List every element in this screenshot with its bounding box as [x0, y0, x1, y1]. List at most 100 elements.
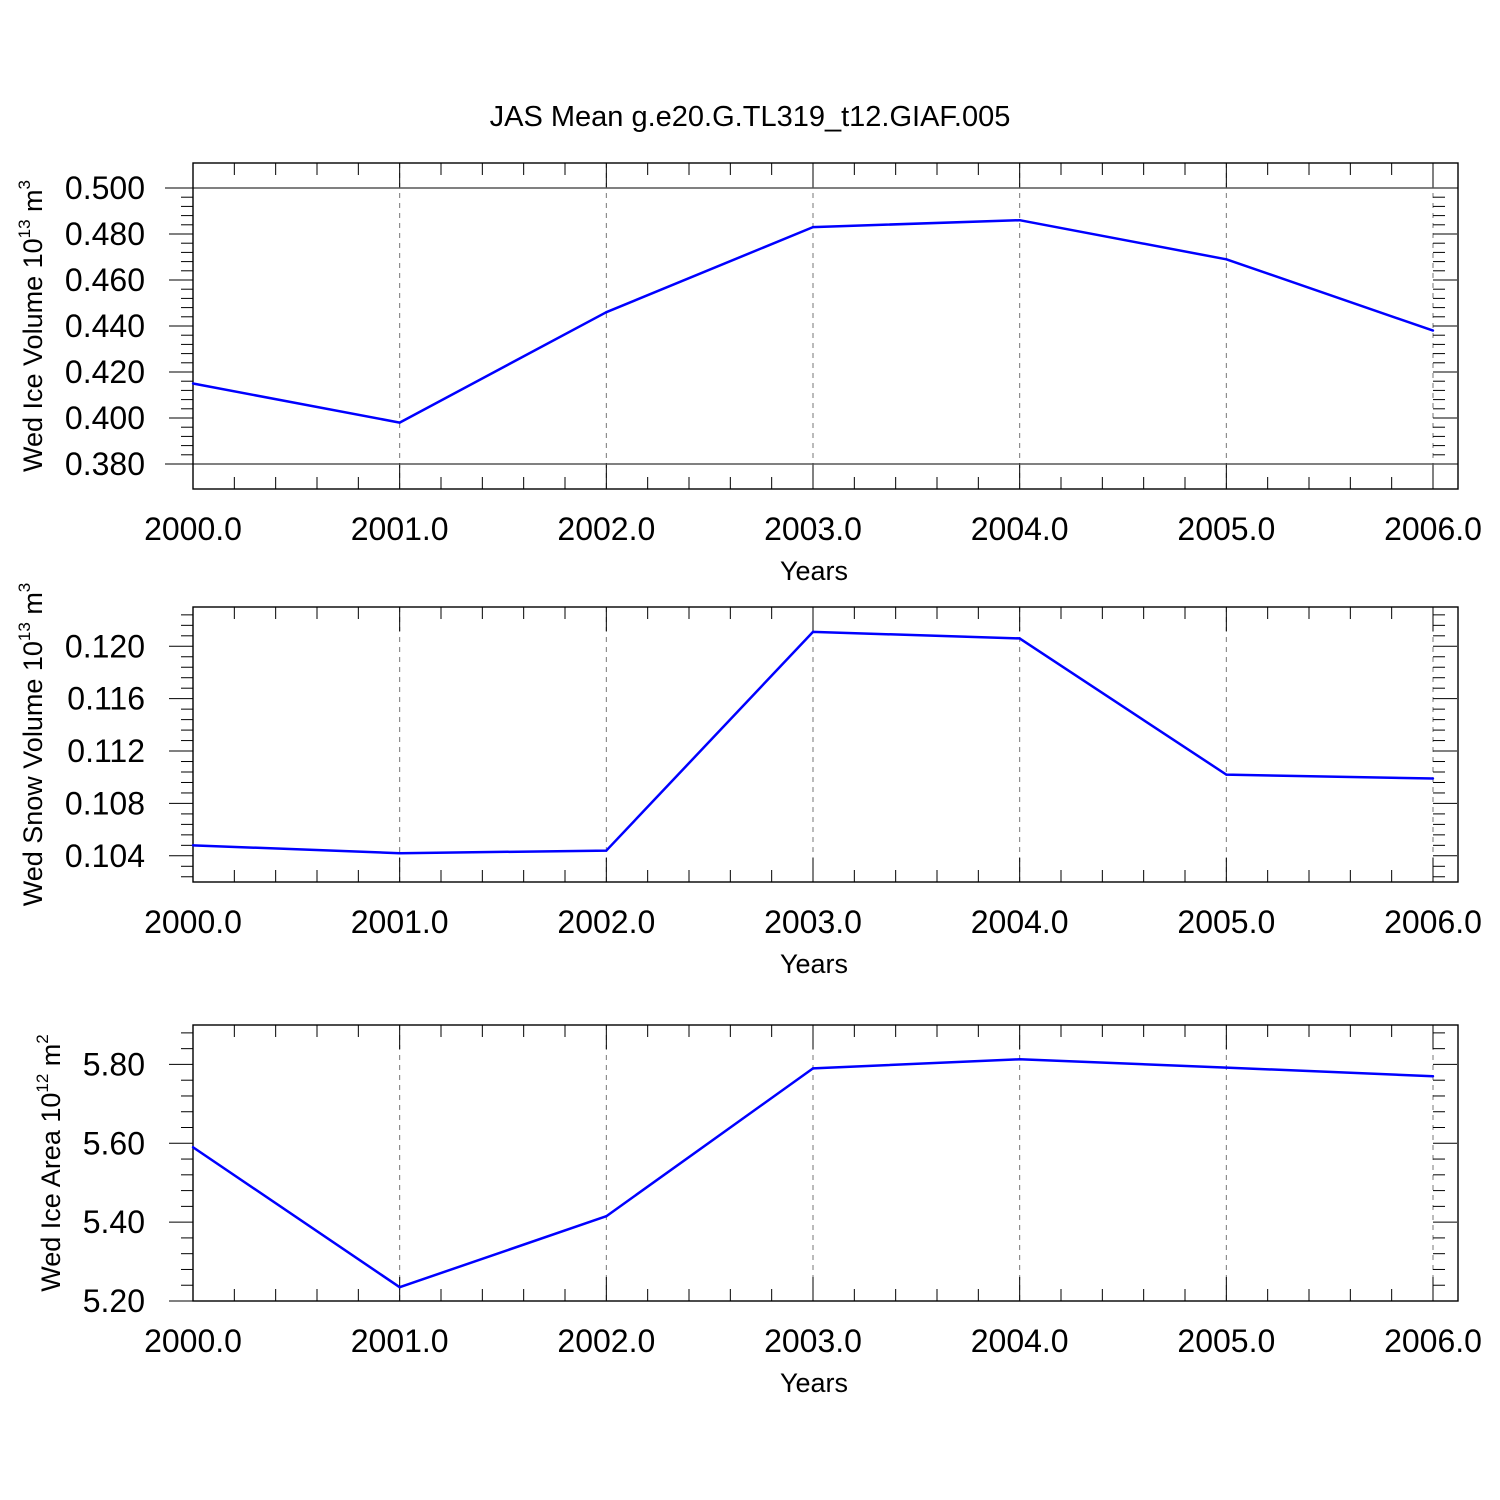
y-axis-label-main: Wed Ice Area 10	[36, 1093, 66, 1292]
y-tick-label: 0.500	[65, 170, 145, 206]
x-tick-label: 2001.0	[351, 511, 449, 547]
y-axis-label-unit-exp: 3	[15, 583, 34, 592]
data-point	[1225, 773, 1228, 776]
x-tick-label: 2005.0	[1177, 511, 1275, 547]
data-point	[605, 849, 608, 852]
x-tick-label: 2006.0	[1384, 511, 1482, 547]
x-tick-label: 2000.0	[144, 904, 242, 940]
y-axis-label-exp: 12	[33, 1074, 52, 1093]
x-tick-label: 2001.0	[351, 1323, 449, 1359]
y-tick-label: 0.440	[65, 308, 145, 344]
data-point	[605, 1215, 608, 1218]
plot-frame	[192, 162, 1459, 490]
data-point	[1018, 219, 1021, 222]
x-tick-label: 2000.0	[144, 511, 242, 547]
data-point	[1431, 1075, 1435, 1078]
y-tick-label: 0.116	[67, 681, 145, 717]
panel-ice-area: 5.20 5.40 5.60 5.80 2000.0 2001.0 2002.0 2003.…	[33, 1024, 1482, 1398]
grid-layer	[399, 607, 1434, 882]
tick-layer	[165, 163, 1458, 489]
y-axis-label-main: Wed Ice Volume 10	[18, 238, 48, 472]
x-axis-label: Years	[780, 556, 848, 586]
y-tick-label: 0.120	[65, 628, 145, 664]
x-axis-label: Years	[780, 949, 848, 979]
data-point	[1225, 1066, 1228, 1069]
y-axis-label: Wed Ice Area 1012 m2	[33, 1034, 66, 1292]
data-point	[398, 421, 401, 424]
x-tick-labels: 2000.0 2001.0 2002.0 2003.0 2004.0 2005.0 2006…	[144, 511, 1482, 547]
x-tick-label: 2006.0	[1384, 904, 1482, 940]
x-axis-label: Years	[780, 1368, 848, 1398]
y-tick-label: 0.420	[65, 354, 145, 390]
y-tick-label: 5.80	[83, 1046, 145, 1082]
y-axis-label: Wed Ice Volume 1013 m3	[15, 180, 48, 472]
tick-layer	[169, 607, 1457, 882]
y-tick-label: 0.112	[67, 733, 145, 769]
grid-layer	[399, 1025, 1434, 1301]
y-tick-label: 0.400	[65, 400, 145, 436]
y-axis-label-exp: 13	[15, 219, 34, 238]
y-tick-labels: 0.104 0.108 0.112 0.116 0.120	[65, 628, 145, 874]
y-tick-label: 0.380	[65, 446, 145, 482]
y-tick-label: 0.460	[65, 262, 145, 298]
x-tick-label: 2000.0	[144, 1323, 242, 1359]
x-tick-label: 2004.0	[971, 1323, 1069, 1359]
y-axis-label-unit-exp: 2	[33, 1034, 52, 1043]
data-point	[1431, 329, 1435, 332]
data-point	[1225, 258, 1228, 261]
grid-layer	[399, 163, 1434, 489]
y-axis-label-unit: m	[36, 1044, 66, 1074]
data-point	[398, 1286, 401, 1289]
x-tick-label: 2004.0	[971, 511, 1069, 547]
x-tick-label: 2003.0	[764, 1323, 862, 1359]
x-tick-label: 2003.0	[764, 511, 862, 547]
data-point	[191, 844, 195, 847]
series-line	[192, 1058, 1434, 1289]
y-tick-label: 5.40	[83, 1204, 145, 1240]
y-tick-labels: 0.380 0.400 0.420 0.440 0.460 0.480 0.500	[65, 170, 145, 482]
x-tick-label: 2003.0	[764, 904, 862, 940]
y-tick-label: 5.20	[83, 1283, 145, 1319]
series-layer	[191, 218, 1435, 424]
x-tick-label: 2005.0	[1177, 1323, 1275, 1359]
panel-ice-volume: 0.380 0.400 0.420 0.440 0.460 0.480 0.500 2000…	[15, 162, 1482, 586]
data-point	[811, 630, 815, 634]
plot-frame	[192, 606, 1459, 883]
x-tick-label: 2002.0	[557, 904, 655, 940]
y-tick-label: 0.480	[65, 216, 145, 252]
x-tick-label: 2002.0	[557, 1323, 655, 1359]
y-axis-label-exp: 13	[15, 622, 34, 641]
y-tick-label: 0.104	[65, 838, 145, 874]
y-tick-label: 5.60	[83, 1125, 145, 1161]
series-layer	[191, 1058, 1435, 1289]
x-tick-label: 2002.0	[557, 511, 655, 547]
y-tick-labels: 5.20 5.40 5.60 5.80	[83, 1046, 145, 1319]
series-line	[192, 218, 1434, 424]
x-tick-label: 2001.0	[351, 904, 449, 940]
x-tick-label: 2005.0	[1177, 904, 1275, 940]
data-point	[811, 1067, 815, 1070]
data-point	[398, 851, 401, 855]
data-point	[191, 1146, 195, 1149]
data-point	[1018, 1058, 1021, 1061]
y-axis-label-unit: m	[18, 592, 48, 622]
y-axis-label: Wed Snow Volume 1013 m3	[15, 583, 48, 907]
data-point	[1018, 637, 1021, 640]
chart-title: JAS Mean g.e20.G.TL319_t12.GIAF.005	[490, 101, 1011, 133]
x-tick-label: 2004.0	[971, 904, 1069, 940]
data-point	[811, 225, 815, 229]
x-tick-labels: 2000.0 2001.0 2002.0 2003.0 2004.0 2005.0 2006…	[144, 904, 1482, 940]
x-tick-labels: 2000.0 2001.0 2002.0 2003.0 2004.0 2005.0 2006…	[144, 1323, 1482, 1359]
x-tick-label: 2006.0	[1384, 1323, 1482, 1359]
data-point	[1431, 777, 1435, 780]
series-layer	[191, 630, 1435, 855]
y-axis-label-main: Wed Snow Volume 10	[18, 641, 48, 906]
y-tick-label: 0.108	[65, 785, 145, 821]
y-axis-label-unit: m	[18, 189, 48, 219]
data-point	[191, 382, 195, 385]
y-axis-label-unit-exp: 3	[15, 180, 34, 189]
plot-frame	[192, 1024, 1459, 1302]
data-point	[605, 311, 608, 314]
